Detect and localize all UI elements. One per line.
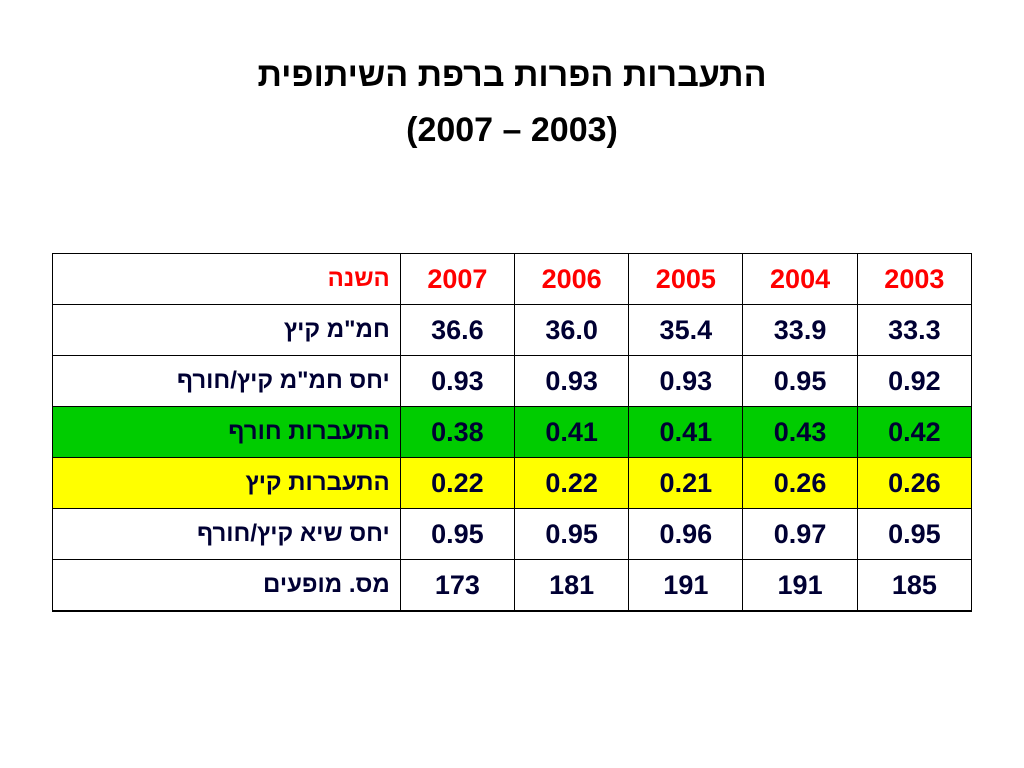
cell: 36.0 <box>513 304 630 356</box>
cell: 2004 <box>742 253 858 305</box>
title-block: התעברות הפרות ברפת השיתופית (2007 – 2003… <box>0 48 1024 158</box>
cell: 0.95 <box>513 508 630 560</box>
cell: 0.26 <box>742 457 858 509</box>
cell: 0.95 <box>856 508 973 560</box>
cell: 2003 <box>856 253 973 305</box>
cell: 0.26 <box>856 457 973 509</box>
cell: 0.93 <box>399 355 515 407</box>
cell: 0.43 <box>742 406 858 458</box>
row-label: יחס שיא קיץ/חורף <box>52 508 401 560</box>
cell: 0.42 <box>856 406 973 458</box>
cell: 0.96 <box>628 508 744 560</box>
cell: 2006 <box>513 253 630 305</box>
table-row: התעברות חורף 0.38 0.41 0.41 0.43 0.42 <box>52 406 973 458</box>
cell: 0.95 <box>742 355 858 407</box>
cell: 2007 <box>399 253 515 305</box>
subtitle: (2007 – 2003) <box>406 111 618 149</box>
cell: 0.97 <box>742 508 858 560</box>
cell: 0.41 <box>513 406 630 458</box>
cell: 181 <box>513 559 630 612</box>
cell: 0.93 <box>513 355 630 407</box>
table-row: יחס חמ"מ קיץ/חורף 0.93 0.93 0.93 0.95 0.92 <box>52 355 973 407</box>
table-row: יחס שיא קיץ/חורף 0.95 0.95 0.96 0.97 0.95 <box>52 508 973 560</box>
row-label: השנה <box>52 253 401 305</box>
table-row: חמ"מ קיץ 36.6 36.0 35.4 33.9 33.3 <box>52 304 973 356</box>
cell: 191 <box>628 559 744 612</box>
cell: 0.38 <box>399 406 515 458</box>
table-row: מס. מופעים 173 181 191 191 185 <box>52 559 973 612</box>
title: התעברות הפרות ברפת השיתופית <box>257 56 767 94</box>
cell: 36.6 <box>399 304 515 356</box>
cell: 0.22 <box>399 457 515 509</box>
cell: 173 <box>399 559 515 612</box>
row-label: חמ"מ קיץ <box>52 304 401 356</box>
cell: 185 <box>856 559 973 612</box>
cell: 0.21 <box>628 457 744 509</box>
cell: 2005 <box>628 253 744 305</box>
cell: 0.95 <box>399 508 515 560</box>
cell: 33.3 <box>856 304 973 356</box>
table-row: השנה 2007 2006 2005 2004 2003 <box>52 253 973 305</box>
row-label: יחס חמ"מ קיץ/חורף <box>52 355 401 407</box>
row-label: התעברות קיץ <box>52 457 401 509</box>
cell: 191 <box>742 559 858 612</box>
cell: 0.22 <box>513 457 630 509</box>
cell: 35.4 <box>628 304 744 356</box>
row-label: התעברות חורף <box>52 406 401 458</box>
table-row: התעברות קיץ 0.22 0.22 0.21 0.26 0.26 <box>52 457 973 509</box>
cell: 33.9 <box>742 304 858 356</box>
data-table: השנה 2007 2006 2005 2004 2003 חמ"מ קיץ 36.6 36.0… <box>52 253 973 612</box>
cell: 0.41 <box>628 406 744 458</box>
cell: 0.93 <box>628 355 744 407</box>
cell: 0.92 <box>856 355 973 407</box>
row-label: מס. מופעים <box>52 559 401 612</box>
